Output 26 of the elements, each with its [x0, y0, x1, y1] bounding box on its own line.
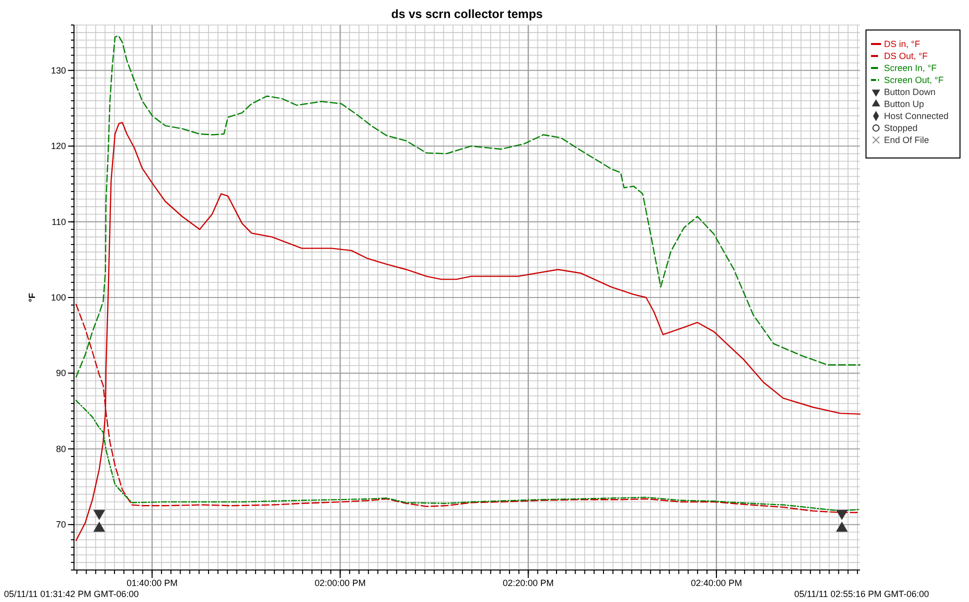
legend-label: Screen Out, °F: [884, 75, 944, 85]
legend-label: DS Out, °F: [884, 51, 928, 61]
legend-label: Host Connected: [884, 111, 949, 121]
legend-label: End Of File: [884, 135, 930, 145]
x-tick-label: 02:20:00 PM: [502, 578, 554, 588]
y-tick-label: 100: [50, 292, 66, 302]
y-tick-label: 130: [50, 65, 66, 76]
legend-label: Button Up: [884, 99, 924, 109]
legend-label: Button Down: [884, 87, 936, 97]
text: 05/11/11 02:55:16 PM GMT-06:00: [794, 589, 929, 599]
y-tick-label: 70: [56, 520, 66, 530]
legend-label: DS in, °F: [884, 39, 921, 49]
y-tick-label: 80: [56, 444, 66, 454]
y-axis-title: °F: [27, 292, 37, 302]
x-tick-label: 02:40:00 PM: [690, 578, 742, 588]
x-tick-label: 01:40:00 PM: [126, 578, 178, 588]
line-series: [75, 34, 861, 378]
x-tick-label: 02:00:00 PM: [314, 578, 366, 588]
line-series: [75, 122, 861, 542]
legend-label: Stopped: [884, 123, 918, 133]
y-tick-label: 90: [56, 368, 66, 378]
text: 05/11/11 01:31:42 PM GMT-06:00: [4, 589, 139, 599]
chart-title: ds vs scrn collector temps: [391, 7, 544, 21]
y-tick-label: 120: [50, 141, 66, 152]
legend-label: Screen In, °F: [884, 63, 938, 73]
y-tick-label: 110: [52, 216, 66, 227]
